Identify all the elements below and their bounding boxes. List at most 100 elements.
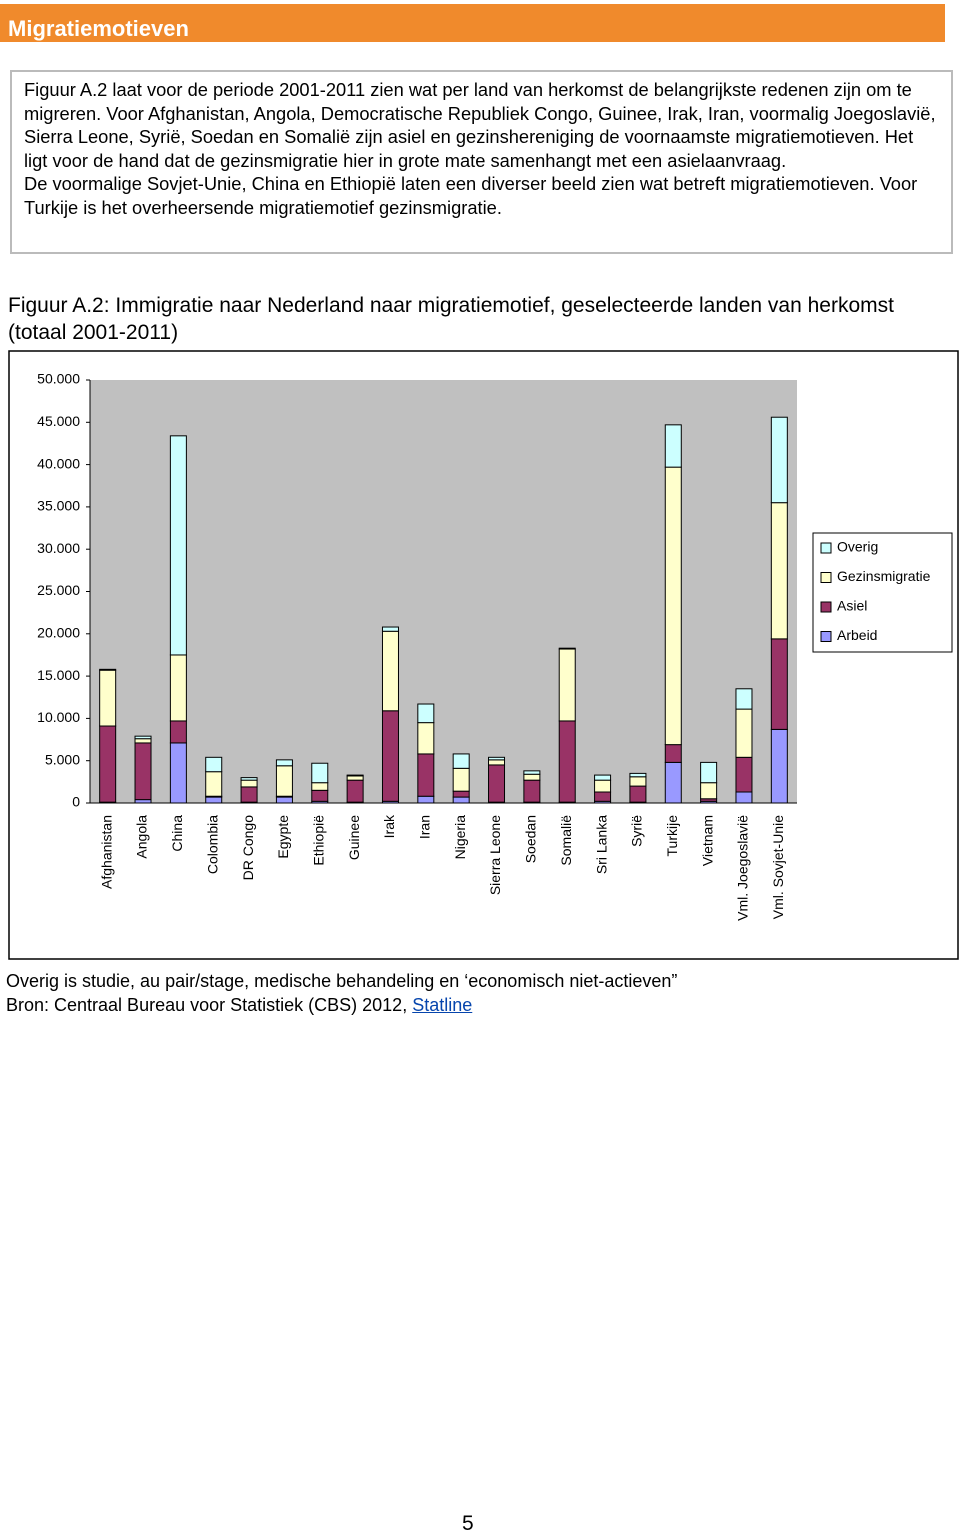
bar-segment xyxy=(169,435,187,656)
x-tick-label: Egypte xyxy=(275,815,291,859)
bar-segment xyxy=(770,638,788,730)
bar-segment xyxy=(488,756,506,761)
x-tick-label: Angola xyxy=(134,815,150,859)
y-tick-label: 10.000 xyxy=(37,709,80,725)
legend-swatch xyxy=(820,601,832,613)
paragraph: De voormalige Sovjet-Unie, China en Ethi… xyxy=(24,173,918,218)
legend-swatch xyxy=(820,572,832,583)
legend-label: Overig xyxy=(837,539,878,555)
bar-segment xyxy=(240,779,258,788)
bar-segment xyxy=(311,789,329,802)
x-tick-label: Afghanistan xyxy=(98,815,114,889)
x-tick-label: Nigeria xyxy=(452,815,468,860)
bar-segment xyxy=(770,728,788,804)
header-title: Migratiemotieven xyxy=(0,4,945,42)
bar-segment xyxy=(558,648,576,722)
bar-segment xyxy=(417,722,435,755)
x-tick-label: Soedan xyxy=(523,815,539,863)
legend-swatch xyxy=(820,631,832,642)
x-tick-label: Syrië xyxy=(629,815,645,847)
bar-segment xyxy=(240,786,258,803)
bar-segment xyxy=(452,767,470,792)
x-tick-label: Sri Lanka xyxy=(593,815,609,874)
bar-segment xyxy=(664,761,682,804)
source: Bron: Centraal Bureau voor Statistiek (C… xyxy=(6,993,677,1017)
bar-segment xyxy=(452,790,470,798)
bar-segment xyxy=(770,416,788,504)
figure-title: Figuur A.2: Immigratie naar Nederland na… xyxy=(8,294,894,344)
y-tick-label: 35.000 xyxy=(37,498,80,514)
bar-segment xyxy=(134,738,152,744)
bar-segment xyxy=(99,669,117,727)
bar-segment xyxy=(346,774,364,777)
x-tick-label: Vml. Joegoslavië xyxy=(735,815,751,921)
bar-segment xyxy=(664,424,682,468)
bar-segment xyxy=(205,756,223,773)
bar-segment xyxy=(275,759,293,767)
y-tick-label: 25.000 xyxy=(37,582,80,598)
y-tick-label: 20.000 xyxy=(37,625,80,641)
bar-segment xyxy=(488,764,506,803)
bar-segment xyxy=(381,710,399,802)
y-tick-label: 40.000 xyxy=(37,455,80,471)
bar-segment xyxy=(205,796,223,804)
x-tick-label: Ethiopië xyxy=(310,815,326,866)
source-text: Bron: Centraal Bureau voor Statistiek (C… xyxy=(6,995,408,1015)
bar-segment xyxy=(558,720,576,803)
legend-swatch xyxy=(820,542,832,554)
bar-segment xyxy=(452,753,470,769)
bar-segment xyxy=(311,762,329,784)
bar-segment xyxy=(381,626,399,632)
x-tick-label: Irak xyxy=(381,814,397,838)
bar-segment xyxy=(735,688,753,710)
x-tick-label: Iran xyxy=(417,815,433,839)
paragraph: Figuur A.2 laat voor de periode 2001-201… xyxy=(24,79,936,171)
bar-segment xyxy=(629,772,647,778)
bar-segment xyxy=(735,708,753,758)
bar-segment xyxy=(523,779,541,803)
x-tick-label: China xyxy=(169,815,185,852)
bar-segment xyxy=(629,785,647,803)
bar-segment xyxy=(452,796,470,804)
plot-area xyxy=(90,380,797,803)
bar-segment xyxy=(417,703,435,724)
bar-segment xyxy=(700,782,718,800)
bar-segment xyxy=(134,735,152,740)
y-tick-label: 15.000 xyxy=(37,667,80,683)
bar-segment xyxy=(594,779,612,793)
legend-label: Arbeid xyxy=(837,627,877,643)
bar-segment xyxy=(346,775,364,781)
bar-segment xyxy=(735,756,753,793)
bar-segment xyxy=(664,466,682,746)
bar-segment xyxy=(558,647,576,650)
bar-segment xyxy=(99,668,117,671)
bar-segment xyxy=(275,765,293,797)
x-tick-label: Vml. Sovjet-Unie xyxy=(770,815,786,919)
x-tick-label: Sierra Leone xyxy=(487,815,503,895)
bar-segment xyxy=(523,773,541,781)
x-tick-label: Turkije xyxy=(664,815,680,857)
bar-segment xyxy=(134,799,152,804)
legend-label: Asiel xyxy=(837,598,867,614)
y-tick-label: 45.000 xyxy=(37,413,80,429)
bar-segment xyxy=(311,782,329,791)
bar-segment xyxy=(169,720,187,744)
bar-segment xyxy=(770,502,788,640)
x-tick-label: Colombia xyxy=(204,815,220,874)
note: Overig is studie, au pair/stage, medisch… xyxy=(6,971,678,991)
bar-segment xyxy=(523,770,541,775)
bar-segment xyxy=(594,774,612,781)
legend-label: Gezinsmigratie xyxy=(837,568,931,584)
chart: 0 5.000 10.000 15.000 20.000 25.000 30.000 35.0… xyxy=(8,350,959,960)
y-tick-label: 50.000 xyxy=(37,371,80,387)
bar-segment xyxy=(629,776,647,787)
bar-segment xyxy=(381,630,399,712)
bar-segment xyxy=(240,777,258,781)
bar-segment xyxy=(275,796,293,804)
source-link[interactable]: Statline xyxy=(412,995,473,1015)
y-tick-label: 5.000 xyxy=(45,751,80,767)
y-tick-label: 30.000 xyxy=(37,540,80,556)
bar-segment xyxy=(134,742,152,801)
bar-segment xyxy=(417,753,435,797)
